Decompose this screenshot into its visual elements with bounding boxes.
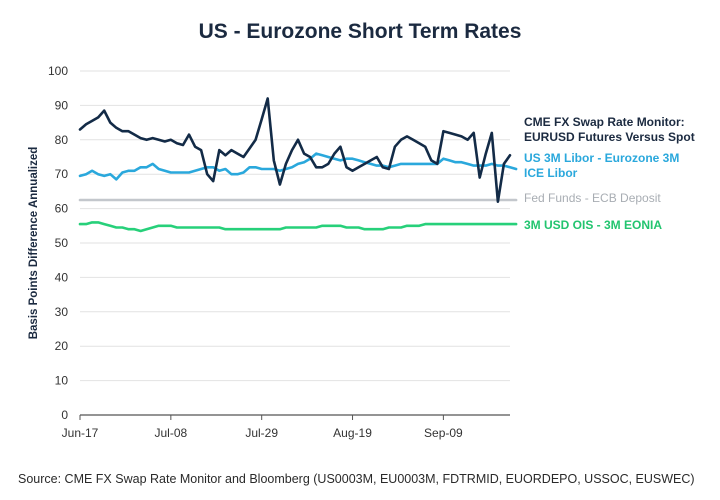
source-note: Source: CME FX Swap Rate Monitor and Blo… [18,472,695,486]
series-line-libor [78,152,518,181]
y-tick-label: 20 [55,339,69,353]
y-tick-label: 0 [61,408,68,422]
y-tick-label: 40 [55,270,69,284]
series-line-ois-eonia [78,221,518,233]
y-tick-label: 70 [55,167,69,181]
x-tick-label: Jul-29 [245,426,278,440]
legend-entry: US 3M Libor - Eurozone 3M ICE Libor [524,151,680,180]
series-lines [78,97,518,233]
y-tick-label: 100 [48,64,68,78]
y-tick-label: 50 [55,236,69,250]
y-tick-label: 30 [55,305,69,319]
chart-title: US - Eurozone Short Term Rates [198,20,522,43]
x-tick-label: Sep-09 [424,426,463,440]
y-tick-label: 80 [55,133,69,147]
y-tick-label: 10 [55,374,69,388]
axes: 0 10 20 30 40 50 60 70 80 90 100 Jun-17 Jul-08 Jul-29… [48,64,463,440]
series-line-fx-swap [78,97,512,203]
x-tick-label: Aug-19 [333,426,372,440]
x-tick-label: Jun-17 [62,426,99,440]
y-axis-label: Basis Points Difference Annualized [28,147,40,340]
y-tick-label: 90 [55,98,69,112]
y-tick-label: 60 [55,202,69,216]
legend-entry: 3M USD OIS - 3M EONIA [524,218,663,232]
legend-entry: Fed Funds - ECB Deposit [524,191,661,205]
x-tick-label: Jul-08 [155,426,188,440]
gridlines [80,70,510,416]
legend-entry: CME FX Swap Rate Monitor: EURUSD Futures… [524,115,695,144]
